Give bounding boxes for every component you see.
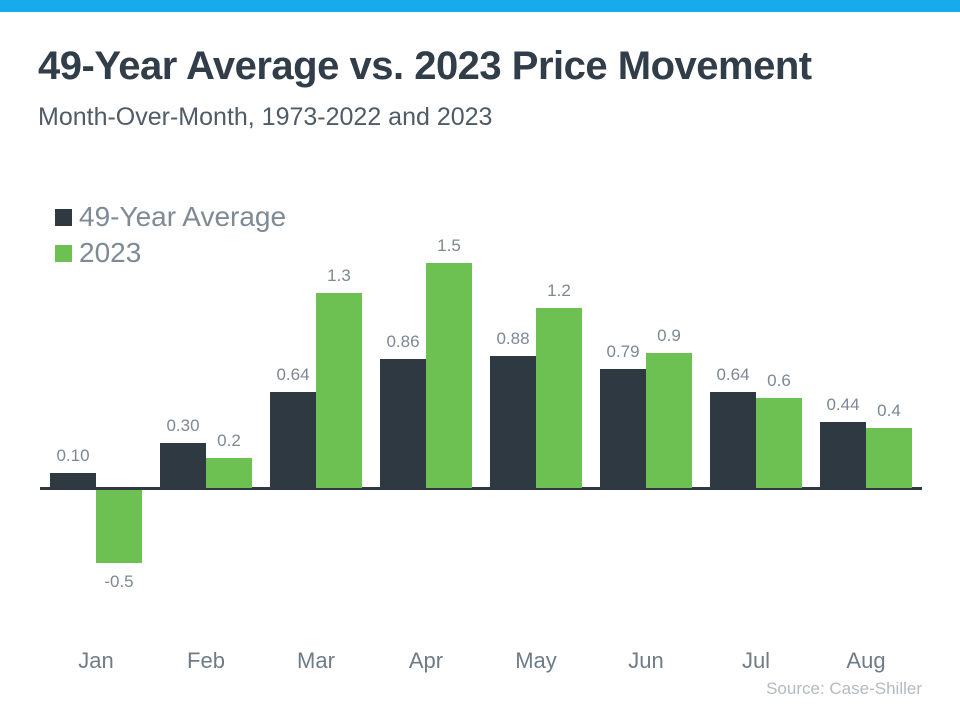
chart-title: 49-Year Average vs. 2023 Price Movement (38, 44, 812, 88)
value-label-2023-jan: -0.5 (104, 572, 134, 591)
value-label-2023-may: 1.2 (547, 281, 571, 300)
bar-49-year-average-may (490, 356, 536, 488)
bar-49-year-average-mar (270, 392, 316, 488)
bar-49-year-average-jan (50, 473, 96, 488)
x-axis-label-jul: Jul (741, 648, 771, 673)
x-axis-label-apr: Apr (408, 648, 444, 673)
legend-swatch-dark (55, 208, 72, 226)
top-accent-bar (0, 0, 960, 12)
bar-49-year-average-jul (710, 392, 756, 488)
legend-label: 2023 (79, 237, 142, 268)
x-axis-label-mar: Mar (297, 648, 335, 673)
x-axis-label-jun: Jun (628, 648, 664, 673)
bar-49-year-average-apr (380, 359, 426, 488)
source-credit: Source: Case-Shiller (766, 679, 922, 698)
value-label-49-year-average-may: 0.88 (496, 329, 530, 348)
legend: 49-Year Average 2023 (55, 199, 286, 271)
value-label-49-year-average-jan: 0.10 (56, 446, 90, 465)
value-label-49-year-average-jul: 0.64 (716, 365, 750, 384)
legend-swatch-green (55, 244, 72, 262)
bar-2023-jan (96, 490, 142, 563)
bar-2023-aug (866, 428, 912, 488)
value-label-2023-jun: 0.9 (657, 326, 681, 345)
bar-49-year-average-feb (160, 443, 206, 488)
x-axis-label-may: May (515, 648, 557, 673)
bar-2023-apr (426, 263, 472, 488)
legend-item-49-year-average: 49-Year Average (55, 199, 286, 235)
bar-49-year-average-jun (600, 369, 646, 488)
value-label-49-year-average-mar: 0.64 (276, 365, 310, 384)
x-axis-label-aug: Aug (846, 648, 886, 673)
bar-2023-mar (316, 293, 362, 488)
x-axis-label-jan: Jan (78, 648, 114, 673)
legend-label: 49-Year Average (79, 201, 287, 232)
bar-2023-jun (646, 353, 692, 488)
bar-2023-may (536, 308, 582, 488)
value-label-2023-jul: 0.6 (767, 371, 791, 390)
bar-49-year-average-aug (820, 422, 866, 488)
value-label-2023-feb: 0.2 (217, 431, 241, 450)
value-label-49-year-average-apr: 0.86 (386, 332, 420, 351)
value-label-2023-apr: 1.5 (437, 236, 461, 255)
x-axis-label-feb: Feb (187, 648, 225, 673)
bar-2023-feb (206, 458, 252, 488)
value-label-49-year-average-feb: 0.30 (166, 416, 200, 435)
value-label-2023-mar: 1.3 (327, 266, 351, 285)
x-axis-line (40, 487, 922, 490)
value-label-2023-aug: 0.4 (877, 401, 901, 420)
value-label-49-year-average-aug: 0.44 (826, 395, 860, 414)
chart-subtitle: Month-Over-Month, 1973-2022 and 2023 (38, 103, 493, 131)
legend-item-2023: 2023 (55, 235, 286, 271)
value-label-49-year-average-jun: 0.79 (606, 342, 640, 361)
bar-2023-jul (756, 398, 802, 488)
